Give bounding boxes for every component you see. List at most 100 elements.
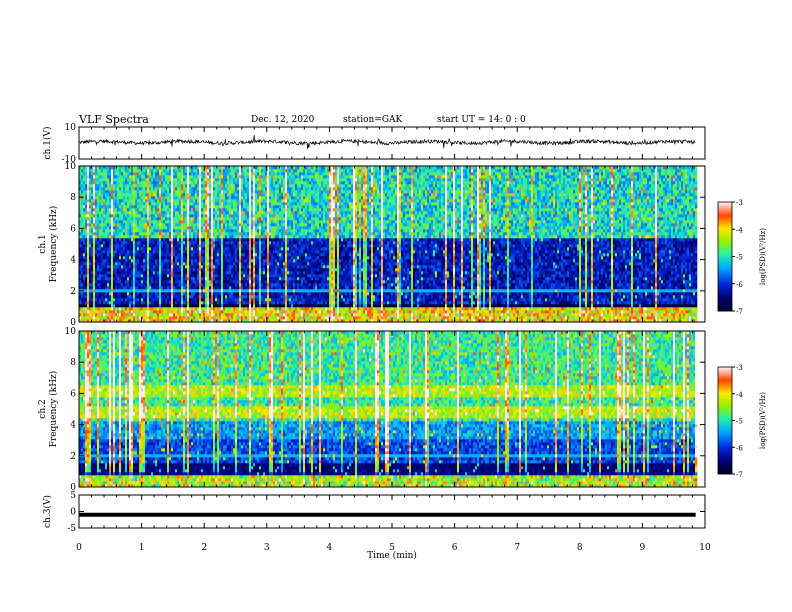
spectrogram-cell <box>109 289 112 293</box>
spectrogram-cell <box>127 244 130 248</box>
spectrogram-cell <box>257 289 260 293</box>
spectrogram-cell <box>209 169 212 173</box>
spectrogram-cell <box>105 196 108 200</box>
spectrogram-cell <box>169 202 172 206</box>
spectrogram-cell <box>103 265 106 269</box>
spectrogram-cell <box>115 229 118 233</box>
spectrogram-cell <box>193 184 196 188</box>
spectrogram-cell <box>239 292 242 296</box>
spectrogram-cell <box>189 271 192 275</box>
spectrogram-cell <box>121 223 124 227</box>
spectrogram-cell <box>139 247 142 251</box>
spectrogram-cell <box>111 292 114 296</box>
spectrogram-cell <box>227 268 230 272</box>
spectrogram-cell <box>139 292 142 296</box>
spectrogram-cell <box>209 301 212 305</box>
spectrogram-cell <box>253 307 256 311</box>
spectrogram-cell <box>247 241 250 245</box>
spectrogram-cell <box>159 238 162 242</box>
spectrogram-cell <box>177 244 180 248</box>
spectrogram-cell <box>161 166 164 170</box>
spectrogram-cell <box>227 277 230 281</box>
spectrogram-cell <box>173 295 176 299</box>
spectrogram-cell <box>199 286 202 290</box>
spectrogram-cell <box>125 301 128 305</box>
spectrogram-cell <box>85 244 88 248</box>
spectrogram-cell <box>253 277 256 281</box>
spectrogram-cell <box>167 214 170 218</box>
spectrogram-cell <box>147 214 150 218</box>
spectrogram-cell <box>193 316 196 320</box>
spectrogram-cell <box>199 196 202 200</box>
spectrogram-cell <box>215 214 218 218</box>
spectrogram-cell <box>161 205 164 209</box>
spectrogram-cell <box>117 310 120 314</box>
spectrogram-cell <box>189 223 192 227</box>
spectrogram-cell <box>195 289 198 293</box>
spectrogram-cell <box>105 205 108 209</box>
spectrogram-cell <box>205 283 208 287</box>
spectrogram-cell <box>105 187 108 191</box>
spectrogram-cell <box>119 277 122 281</box>
spectrogram-cell <box>113 220 116 224</box>
spectrogram-cell <box>167 229 170 233</box>
spectrogram-cell <box>159 187 162 191</box>
spectrogram-cell <box>157 208 160 212</box>
spectrogram-cell <box>235 301 238 305</box>
spectrogram-cell <box>213 172 216 176</box>
spectrogram-cell <box>225 232 228 236</box>
spectrogram-cell <box>197 259 200 263</box>
spectrogram-cell <box>105 301 108 305</box>
spectrogram-cell <box>97 172 100 176</box>
spectrogram-cell <box>167 283 170 287</box>
spectrogram-cell <box>189 178 192 182</box>
spectrogram-cell <box>175 208 178 212</box>
spectrogram-cell <box>87 169 90 173</box>
spectrogram-cell <box>221 304 224 308</box>
spectrogram-cell <box>233 292 236 296</box>
spectrogram-cell <box>89 262 92 266</box>
spectrogram-cell <box>263 292 266 296</box>
spectrogram-cell <box>195 196 198 200</box>
spectrogram-cell <box>227 199 230 203</box>
spectrogram-cell <box>247 217 250 221</box>
spectrogram-cell <box>239 214 242 218</box>
spectrogram-cell <box>79 166 82 170</box>
spectrogram-cell <box>165 268 168 272</box>
spectrogram-cell <box>95 253 98 257</box>
spectrogram-cell <box>237 196 240 200</box>
spectrogram-cell <box>173 253 176 257</box>
spectrogram-cell <box>225 184 228 188</box>
spectrogram-cell <box>179 304 182 308</box>
spectrogram-cell <box>159 301 162 305</box>
spectrogram-cell <box>217 211 220 215</box>
spectrogram-cell <box>79 205 82 209</box>
spectrogram-cell <box>147 175 150 179</box>
spectrogram-cell <box>103 190 106 194</box>
spectrogram-cell <box>217 178 220 182</box>
spectrogram-cell <box>221 265 224 269</box>
spectrogram-cell <box>245 220 248 224</box>
spectrogram-cell <box>95 238 98 242</box>
spectrogram-cell <box>263 184 266 188</box>
spectrogram-cell <box>265 247 268 251</box>
spectrogram-cell <box>159 211 162 215</box>
spectrogram-cell <box>81 208 84 212</box>
spectrogram-cell <box>227 226 230 230</box>
spectrogram-cell <box>99 178 102 182</box>
spectrogram-cell <box>235 295 238 299</box>
spectrogram-cell <box>99 280 102 284</box>
spectrogram-cell <box>103 211 106 215</box>
spectrogram-cell <box>173 277 176 281</box>
spectrogram-cell <box>159 202 162 206</box>
spectrogram-cell <box>193 277 196 281</box>
spectrogram-cell <box>231 262 234 266</box>
spectrogram-cell <box>185 229 188 233</box>
spectrogram-cell <box>193 238 196 242</box>
spectrogram-cell <box>111 268 114 272</box>
spectrogram-cell <box>211 226 214 230</box>
spectrogram-cell <box>119 319 122 323</box>
spectrogram-cell <box>249 301 252 305</box>
spectrogram-cell <box>121 262 124 266</box>
spectrogram-cell <box>107 283 110 287</box>
